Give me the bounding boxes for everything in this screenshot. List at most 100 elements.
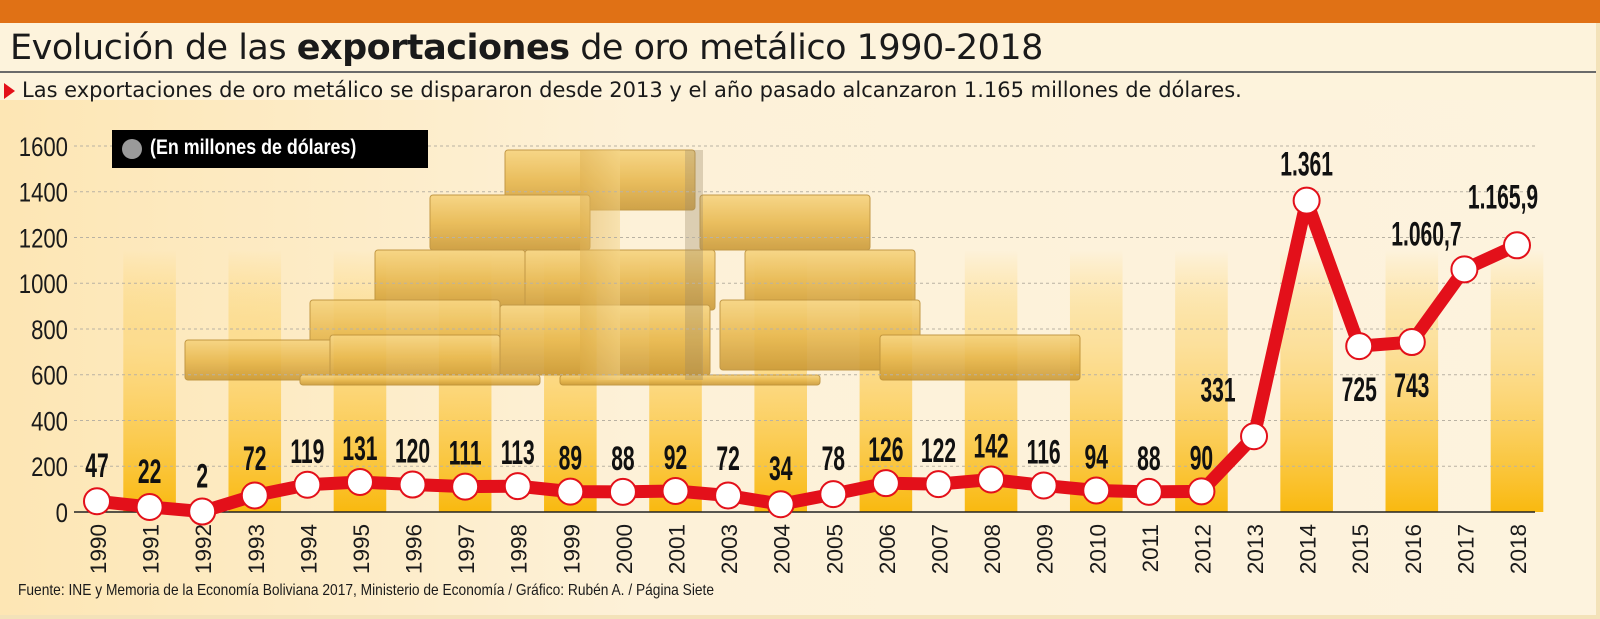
data-label: 92: [664, 438, 687, 476]
data-label: 78: [822, 439, 845, 477]
x-tick-label: 2000: [612, 524, 637, 574]
data-label: 88: [611, 439, 634, 477]
data-label: 113: [501, 433, 535, 471]
frame-border: [1596, 23, 1600, 619]
gold-bar: [184, 339, 336, 381]
title-part: Evolución de las: [10, 28, 297, 68]
x-tick-label: 2016: [1401, 524, 1426, 574]
gold-bar: [299, 374, 541, 386]
y-tick-label: 1400: [19, 179, 68, 209]
gold-bar: [429, 194, 591, 251]
x-tick-label: 2009: [1033, 524, 1058, 574]
data-label: 120: [395, 431, 430, 469]
data-point: [924, 470, 953, 499]
data-label: 725: [1342, 370, 1377, 408]
x-tick-label: 2013: [1243, 524, 1268, 574]
x-tick-label: 2018: [1506, 524, 1531, 574]
data-point: [1082, 476, 1111, 505]
x-tick-label: 2008: [980, 524, 1005, 574]
title-part: de oro metálico 1990-2018: [569, 28, 1043, 68]
x-tick-label: 2005: [822, 524, 847, 574]
data-point: [1292, 186, 1321, 215]
x-tick-label: 2007: [927, 524, 952, 574]
y-tick-label: 1200: [19, 225, 68, 255]
data-label: 22: [138, 452, 161, 490]
data-point: [503, 472, 532, 501]
chart-subtitle: Las exportaciones de oro metálico se dis…: [22, 78, 1242, 102]
x-tick-label: 1999: [559, 524, 584, 574]
data-label: 122: [921, 431, 956, 469]
data-point: [83, 487, 111, 516]
x-tick-label: 2014: [1296, 524, 1321, 574]
x-tick-label: 2015: [1348, 524, 1373, 574]
x-tick-label: 1997: [454, 524, 479, 574]
x-tick-label: 1992: [191, 524, 216, 574]
data-point: [1503, 231, 1531, 260]
data-label: 72: [716, 439, 739, 477]
x-tick-label: 2001: [665, 524, 690, 574]
data-label: 47: [85, 446, 108, 484]
x-tick-label: 2006: [875, 524, 900, 574]
data-point: [1029, 471, 1058, 500]
gold-bar: [329, 334, 501, 381]
column-stripe: [123, 250, 176, 512]
data-point: [345, 468, 374, 497]
frame-border: [0, 615, 1600, 619]
data-point: [714, 481, 743, 510]
data-label: 142: [973, 426, 1008, 464]
gold-bar: [699, 194, 871, 251]
x-tick-label: 2004: [770, 524, 795, 574]
gold-bar-shade: [580, 150, 620, 380]
x-tick-label: 1998: [507, 524, 532, 574]
data-point: [556, 477, 585, 506]
data-point: [608, 477, 637, 506]
data-point: [661, 476, 690, 505]
column-stripe: [1490, 250, 1544, 512]
data-label: 2: [196, 456, 208, 494]
y-tick-label: 0: [56, 499, 68, 529]
x-tick-label: 2012: [1190, 524, 1215, 574]
data-point: [1345, 332, 1374, 361]
data-label: 89: [559, 438, 582, 476]
x-tick-label: 2003: [717, 524, 742, 574]
data-point: [188, 497, 217, 526]
legend-dot-icon: [122, 139, 142, 159]
y-tick-label: 400: [31, 408, 68, 438]
data-point: [451, 472, 480, 501]
data-label: 131: [342, 429, 377, 467]
y-tick-label: 1000: [19, 270, 68, 300]
data-label: 1.361: [1280, 144, 1333, 182]
title-bold-part: exportaciones: [296, 28, 570, 68]
data-label: 88: [1137, 439, 1160, 477]
data-label: 34: [769, 449, 793, 487]
data-point: [1240, 422, 1269, 451]
column-stripe: [228, 250, 282, 512]
x-tick-label: 2010: [1085, 524, 1110, 574]
x-tick-label: 2017: [1453, 524, 1478, 574]
data-label: 1.165,9: [1468, 177, 1538, 215]
gold-bar-shadow: [685, 150, 703, 380]
data-label: 94: [1085, 437, 1109, 475]
y-tick-label: 200: [31, 453, 68, 483]
top-accent-bar: [0, 0, 1600, 23]
y-tick-label: 800: [31, 316, 68, 346]
column-stripe: [1385, 250, 1439, 512]
data-point: [1134, 477, 1163, 506]
data-label: 126: [868, 430, 903, 468]
y-tick-label: 600: [31, 362, 68, 392]
x-tick-label: 1991: [139, 524, 164, 574]
data-point: [293, 470, 322, 499]
data-label: 331: [1200, 370, 1235, 408]
data-label: 111: [449, 433, 482, 471]
gold-bars-illustration: [184, 149, 1081, 386]
x-tick-label: 1993: [244, 524, 269, 574]
data-point: [1187, 477, 1216, 506]
data-point: [977, 465, 1006, 494]
data-point: [819, 480, 848, 509]
legend-label: (En millones de dólares): [150, 136, 357, 159]
gold-bar: [879, 334, 1081, 381]
data-point: [240, 481, 269, 510]
data-label: 743: [1394, 366, 1429, 404]
data-label: 72: [243, 439, 266, 477]
